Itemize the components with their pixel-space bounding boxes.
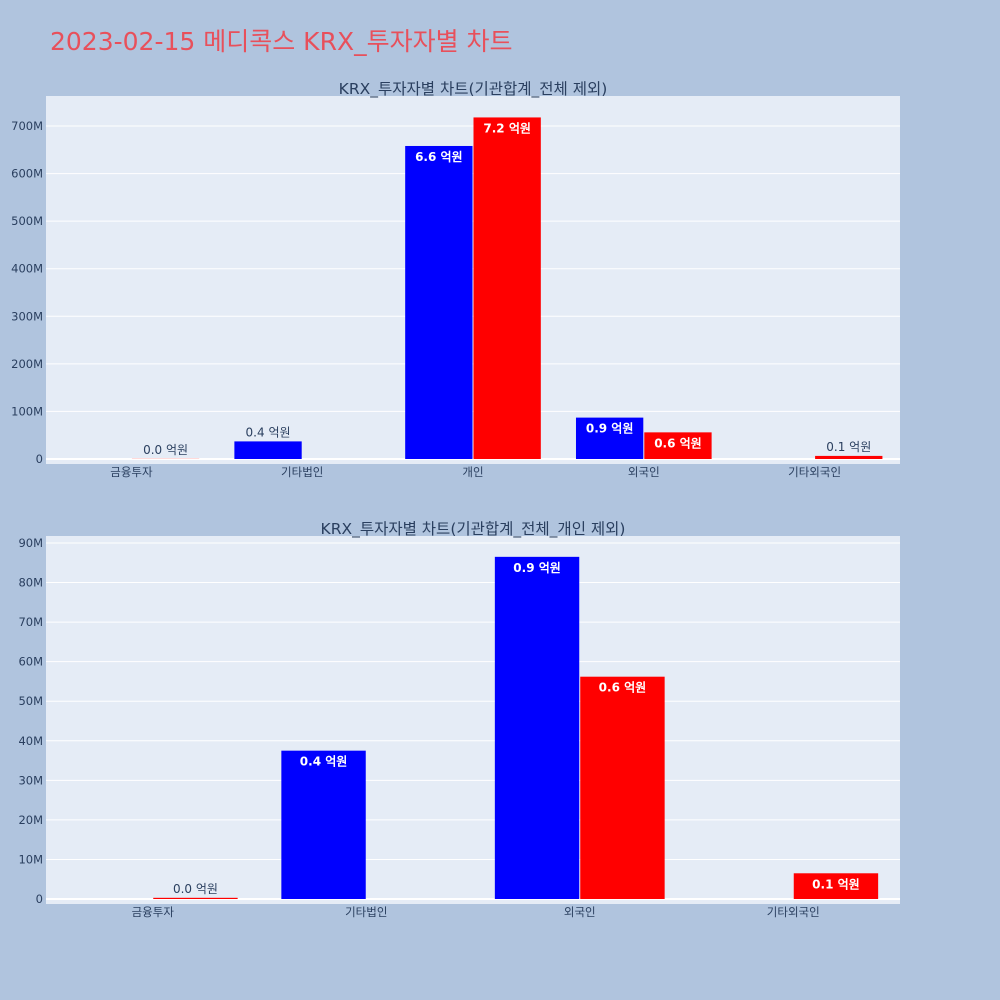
y-tick-label: 20M: [18, 813, 43, 827]
x-tick-label: 금융투자: [132, 905, 175, 919]
bar-data-label: 0.1 억원: [812, 877, 860, 891]
x-tick-label: 개인: [462, 465, 483, 479]
bar: [793, 873, 879, 899]
y-tick-label: 300M: [11, 309, 43, 323]
y-tick-label: 0: [36, 892, 43, 906]
x-tick-label: 기타법인: [281, 465, 323, 479]
plot-area: [46, 536, 900, 904]
y-tick-label: 400M: [11, 262, 43, 276]
y-tick-label: 50M: [18, 694, 43, 708]
bar: [815, 455, 883, 459]
y-tick-label: 60M: [18, 655, 43, 669]
bar-data-label: 0.0 억원: [143, 443, 188, 457]
bar: [234, 441, 302, 459]
bar: [494, 556, 580, 899]
x-tick-label: 외국인: [628, 465, 660, 479]
bar-data-label: 0.4 억원: [246, 425, 291, 439]
y-tick-label: 70M: [18, 615, 43, 629]
y-tick-label: 30M: [18, 773, 43, 787]
bar: [580, 676, 665, 899]
y-tick-label: 40M: [18, 734, 43, 748]
page-title: 2023-02-15 메디콕스 KRX_투자자별 차트: [50, 27, 513, 56]
y-tick-label: 90M: [18, 536, 43, 550]
x-tick-label: 외국인: [564, 905, 596, 919]
chart-title: KRX_투자자별 차트(기관합계_전체 제외): [339, 80, 608, 99]
bar-data-label: 0.1 억원: [826, 440, 871, 454]
bar-data-label: 0.6 억원: [599, 681, 647, 695]
y-tick-label: 700M: [11, 119, 43, 133]
chart-investors-excluding-institutions-and-individuals: 0 10M 20M 30M 40M 50M 60M 70M 80M 90M KRX_투자자별 차트(…: [18, 520, 900, 919]
y-tick-label: 600M: [11, 167, 43, 181]
bar-data-label: 7.2 억원: [483, 121, 531, 135]
y-tick-label: 0: [36, 452, 43, 466]
bar: [575, 417, 644, 459]
chart-investors-excluding-institutions: 0 100M 200M 300M 400M 500M 600M 700M KRX_투자자별 차트…: [11, 80, 900, 479]
bar-data-label: 0.9 억원: [586, 422, 634, 436]
x-tick-label: 기타외국인: [767, 905, 820, 919]
y-tick-label: 10M: [18, 852, 43, 866]
bar: [281, 750, 366, 899]
x-tick-label: 금융투자: [110, 465, 153, 479]
y-tick-label: 80M: [18, 576, 43, 590]
x-tick-label: 기타외국인: [788, 465, 841, 479]
chart-title: KRX_투자자별 차트(기관합계_전체_개인 제외): [321, 520, 626, 539]
bar: [473, 117, 541, 460]
bar: [644, 432, 712, 459]
y-tick-label: 200M: [11, 357, 43, 371]
bar: [405, 145, 473, 459]
y-tick-label: 500M: [11, 214, 43, 228]
x-tick-label: 기타법인: [345, 905, 387, 919]
bar-data-label: 0.9 억원: [513, 561, 561, 575]
bar: [153, 897, 238, 899]
y-tick-label: 100M: [11, 404, 43, 418]
plot-area: [46, 96, 900, 464]
bar-data-label: 0.0 억원: [173, 882, 218, 896]
bar-data-label: 0.4 억원: [300, 755, 348, 769]
bar-data-label: 6.6 억원: [415, 150, 463, 164]
bar-data-label: 0.6 억원: [654, 436, 702, 450]
